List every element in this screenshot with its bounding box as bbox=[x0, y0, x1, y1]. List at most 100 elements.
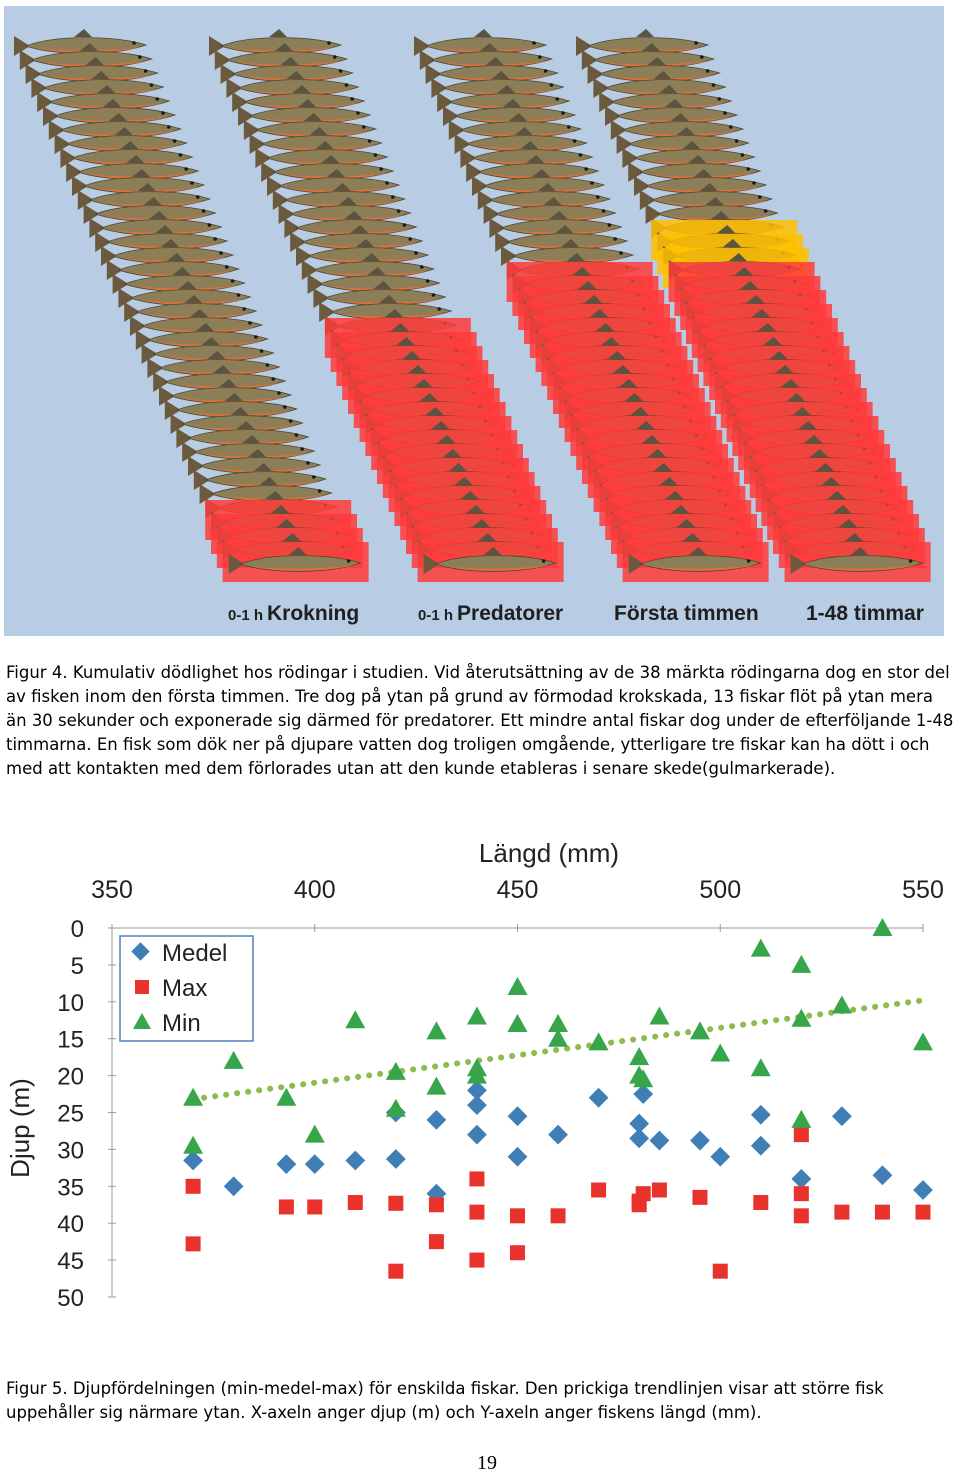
legend-label-max: Max bbox=[162, 975, 207, 1002]
data-point-max bbox=[510, 1245, 525, 1261]
fish bbox=[431, 71, 565, 98]
data-point-medel bbox=[467, 1095, 487, 1116]
scatter-plot: Längd (mm) Djup (m) 350 400 450 500 550 0 5 10 1… bbox=[5, 838, 944, 1312]
fish bbox=[472, 169, 606, 196]
data-point-medel bbox=[750, 1104, 771, 1125]
data-point-medel bbox=[507, 1106, 528, 1127]
data-point-max bbox=[185, 1236, 201, 1252]
fish bbox=[616, 127, 750, 154]
y-tick-label: 25 bbox=[57, 1101, 84, 1128]
fish bbox=[83, 197, 217, 224]
data-point-min bbox=[791, 1008, 812, 1027]
fish bbox=[628, 155, 762, 182]
data-point-max bbox=[428, 1197, 444, 1213]
fish bbox=[576, 29, 710, 56]
y-tick-label: 45 bbox=[57, 1248, 84, 1275]
fish bbox=[170, 407, 304, 434]
legend-label-min: Min bbox=[162, 1010, 201, 1037]
fish bbox=[106, 253, 241, 280]
fish-column-3 bbox=[414, 29, 769, 582]
data-point-medel bbox=[629, 1113, 650, 1134]
y-tick-label: 10 bbox=[57, 990, 84, 1017]
y-tick-label: 50 bbox=[57, 1285, 84, 1312]
figure-5-scatter-chart: Längd (mm) Djup (m) 350 400 450 500 550 0 5 10 1… bbox=[0, 830, 960, 1320]
data-point-medel bbox=[304, 1154, 325, 1175]
data-point-min bbox=[750, 1058, 771, 1077]
data-point-max bbox=[307, 1199, 323, 1215]
data-point-medel bbox=[467, 1080, 487, 1101]
fish-column-1 bbox=[14, 29, 369, 582]
fish bbox=[214, 43, 349, 70]
data-point-max bbox=[793, 1208, 809, 1224]
fish bbox=[159, 379, 293, 406]
legend-marker-max bbox=[135, 980, 149, 994]
fish bbox=[188, 449, 322, 476]
fish bbox=[193, 463, 328, 490]
fish bbox=[124, 295, 258, 322]
data-point-max bbox=[185, 1178, 201, 1194]
fish bbox=[25, 57, 159, 84]
label-krokning: 0-1 h Krokning bbox=[228, 602, 360, 625]
data-point-min bbox=[466, 1065, 487, 1084]
data-point-max bbox=[712, 1263, 728, 1279]
fish bbox=[423, 547, 557, 574]
data-point-medel bbox=[385, 1149, 406, 1169]
fish bbox=[425, 57, 559, 84]
fish bbox=[437, 85, 571, 112]
x-tick-label: 450 bbox=[497, 876, 539, 904]
fish bbox=[238, 99, 372, 126]
data-point-max bbox=[651, 1182, 667, 1198]
figure-5-caption: Figur 5. Djupfördelningen (min-medel-max… bbox=[6, 1379, 884, 1422]
legend-marker-min bbox=[133, 1013, 151, 1029]
fish bbox=[460, 141, 594, 168]
fish bbox=[301, 253, 436, 280]
data-point-min bbox=[750, 938, 771, 957]
y-tick-label: 20 bbox=[57, 1064, 84, 1091]
fish-column-2 bbox=[209, 29, 564, 582]
data-point-max bbox=[469, 1171, 485, 1187]
fish bbox=[243, 113, 378, 140]
chart-legend: Medel Max Min bbox=[119, 935, 254, 1042]
data-point-max bbox=[591, 1182, 607, 1198]
fish bbox=[599, 85, 733, 112]
fish bbox=[284, 211, 418, 238]
fish bbox=[261, 155, 395, 182]
data-point-max bbox=[915, 1204, 931, 1220]
data-point-min bbox=[385, 1098, 406, 1117]
data-point-min bbox=[183, 1135, 204, 1154]
fish bbox=[226, 71, 360, 98]
data-point-min bbox=[507, 1013, 528, 1032]
fish bbox=[414, 29, 548, 56]
fish bbox=[77, 183, 212, 210]
data-point-medel bbox=[467, 1124, 487, 1145]
data-point-min bbox=[548, 1013, 569, 1032]
fish bbox=[489, 211, 623, 238]
fish bbox=[628, 547, 762, 574]
fish bbox=[89, 211, 223, 238]
data-point-max bbox=[469, 1252, 485, 1268]
fish bbox=[220, 57, 354, 84]
fish bbox=[443, 99, 577, 126]
data-point-medel bbox=[507, 1146, 528, 1167]
fish bbox=[639, 183, 774, 210]
fish bbox=[182, 435, 316, 462]
data-point-min bbox=[633, 1069, 654, 1088]
fish bbox=[112, 267, 246, 294]
y-tick-label: 30 bbox=[57, 1137, 84, 1164]
data-point-min bbox=[689, 1021, 710, 1040]
fish bbox=[319, 295, 453, 322]
fish bbox=[587, 57, 721, 84]
fish bbox=[153, 365, 287, 392]
data-point-min bbox=[426, 1076, 447, 1095]
fish bbox=[272, 183, 407, 210]
data-point-max bbox=[550, 1208, 566, 1224]
fish bbox=[43, 99, 177, 126]
fish bbox=[605, 99, 739, 126]
fish bbox=[610, 113, 745, 140]
data-point-max bbox=[388, 1195, 404, 1211]
fish bbox=[66, 155, 200, 182]
data-point-max bbox=[793, 1186, 809, 1202]
fish bbox=[495, 225, 629, 252]
data-point-max bbox=[692, 1189, 708, 1205]
figure-4-caption: Figur 4. Kumulativ dödlighet hos rödinga… bbox=[6, 663, 954, 778]
